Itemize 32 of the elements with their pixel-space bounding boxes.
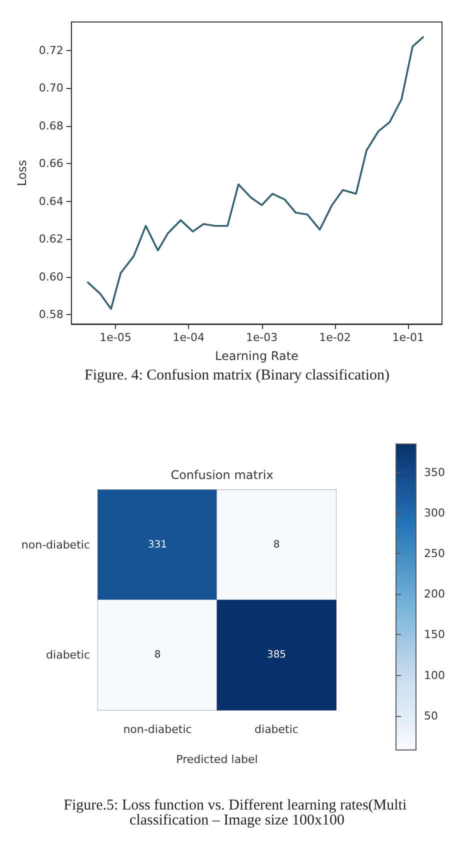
y-tick-label: 0.66 bbox=[38, 157, 64, 170]
y-axis-title: Loss bbox=[15, 160, 29, 186]
y-tick-label: non-diabetic bbox=[21, 538, 90, 552]
color-bar-label: 200 bbox=[424, 588, 445, 601]
color-bar-label: 100 bbox=[424, 668, 445, 682]
x-tick-label: 1e-03 bbox=[246, 331, 278, 344]
y-tick-label: 0.64 bbox=[38, 194, 64, 208]
color-bar-label: 250 bbox=[424, 547, 445, 560]
y-tick-label: 0.68 bbox=[38, 119, 64, 132]
color-bar-label: 300 bbox=[424, 506, 445, 520]
y-tick-label: diabetic bbox=[46, 648, 90, 662]
data-label: 331 bbox=[148, 540, 168, 550]
x-tick-label: 1e-01 bbox=[392, 331, 424, 344]
y-tick-label: 0.72 bbox=[38, 44, 64, 57]
x-tick-label: 1e-05 bbox=[100, 331, 132, 344]
y-tick-label: 0.58 bbox=[38, 308, 64, 322]
color-bar-label: 350 bbox=[424, 466, 445, 479]
text: Figure.5: Loss function vs. Different learning rates(Multi classification – Image size 100x100 bbox=[64, 798, 410, 828]
chart-title: Confusion matrix bbox=[170, 468, 274, 482]
color-bar-label: 150 bbox=[424, 628, 445, 642]
x-axis-title: Learning Rate bbox=[214, 349, 298, 363]
text: Figure. 4: Confusion matrix (Binary classification) bbox=[84, 368, 390, 384]
y-tick-label: 0.62 bbox=[38, 232, 64, 246]
color-bar-label: 50 bbox=[424, 709, 438, 722]
y-tick-label: 0.60 bbox=[38, 270, 64, 284]
x-tick-label: 1e-02 bbox=[319, 331, 351, 344]
x-axis-title: Predicted label bbox=[176, 753, 258, 766]
data-label: 8 bbox=[154, 650, 161, 660]
y-tick-label: 0.70 bbox=[38, 82, 64, 95]
data-label: 8 bbox=[273, 540, 280, 550]
data-label: 385 bbox=[266, 650, 286, 660]
x-tick-label: 1e-04 bbox=[172, 331, 204, 344]
